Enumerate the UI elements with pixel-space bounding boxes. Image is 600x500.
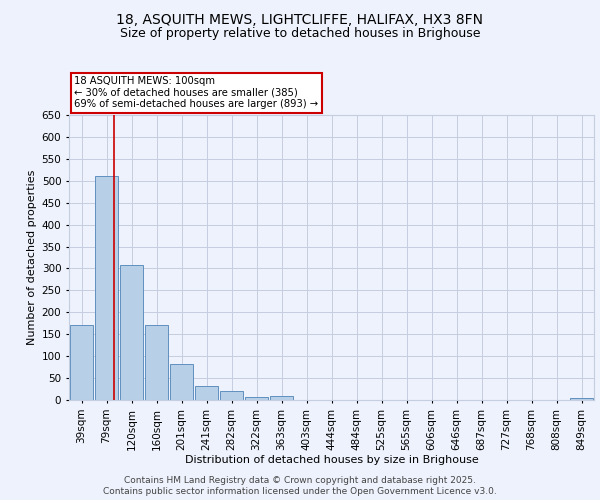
Bar: [220, 391, 243, 400]
Bar: [120, 265, 143, 400]
Bar: [270, 396, 293, 400]
Y-axis label: Number of detached properties: Number of detached properties: [28, 170, 37, 345]
Text: 18, ASQUITH MEWS, LIGHTCLIFFE, HALIFAX, HX3 8FN: 18, ASQUITH MEWS, LIGHTCLIFFE, HALIFAX, …: [116, 12, 484, 26]
Text: Size of property relative to detached houses in Brighouse: Size of property relative to detached ho…: [120, 28, 480, 40]
Bar: [95, 176, 118, 400]
X-axis label: Distribution of detached houses by size in Brighouse: Distribution of detached houses by size …: [185, 456, 478, 466]
Text: 18 ASQUITH MEWS: 100sqm
← 30% of detached houses are smaller (385)
69% of semi-d: 18 ASQUITH MEWS: 100sqm ← 30% of detache…: [74, 76, 319, 110]
Bar: [195, 386, 218, 400]
Bar: [170, 364, 193, 400]
Text: Contains public sector information licensed under the Open Government Licence v3: Contains public sector information licen…: [103, 487, 497, 496]
Text: Contains HM Land Registry data © Crown copyright and database right 2025.: Contains HM Land Registry data © Crown c…: [124, 476, 476, 485]
Bar: [70, 326, 93, 400]
Bar: [145, 324, 168, 400]
Bar: [245, 397, 268, 400]
Bar: [570, 398, 593, 400]
